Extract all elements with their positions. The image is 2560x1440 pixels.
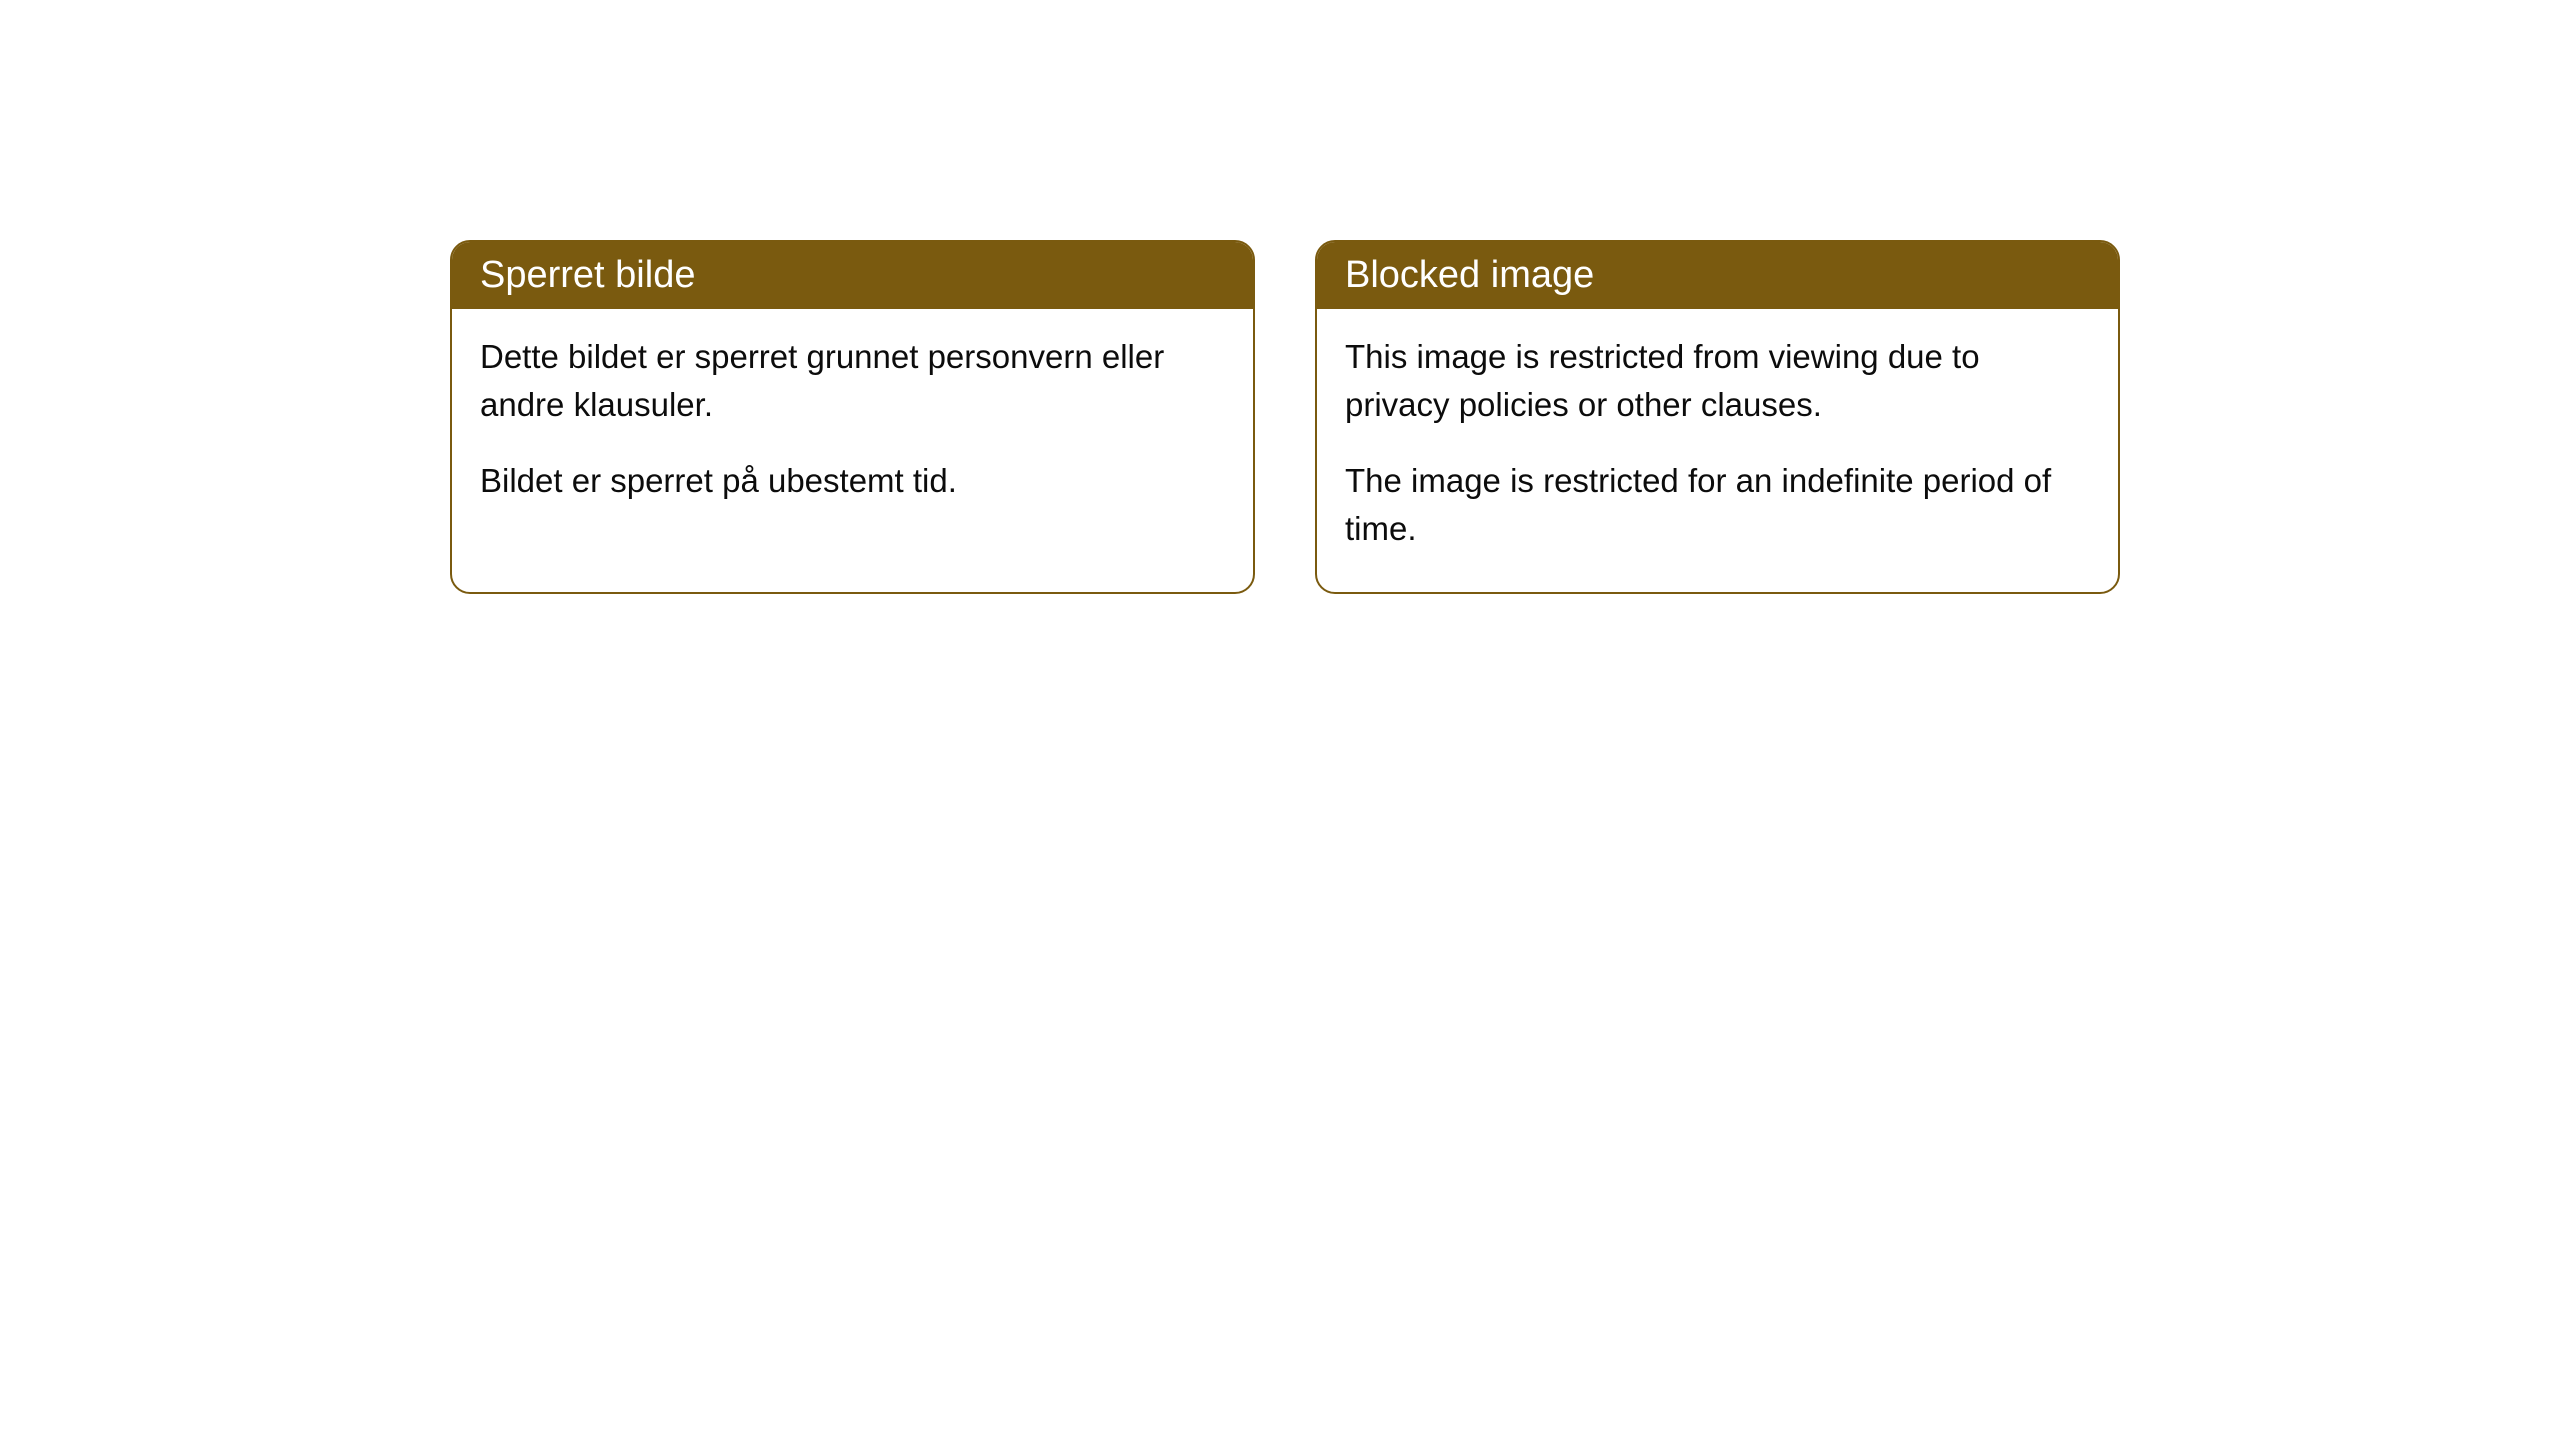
notice-card-norwegian: Sperret bilde Dette bildet er sperret gr… [450,240,1255,594]
card-body: This image is restricted from viewing du… [1317,309,2118,592]
card-paragraph: Bildet er sperret på ubestemt tid. [480,457,1225,505]
card-title: Sperret bilde [452,242,1253,309]
notice-cards-container: Sperret bilde Dette bildet er sperret gr… [450,240,2560,594]
card-title: Blocked image [1317,242,2118,309]
card-paragraph: Dette bildet er sperret grunnet personve… [480,333,1225,429]
notice-card-english: Blocked image This image is restricted f… [1315,240,2120,594]
card-paragraph: This image is restricted from viewing du… [1345,333,2090,429]
card-body: Dette bildet er sperret grunnet personve… [452,309,1253,545]
card-paragraph: The image is restricted for an indefinit… [1345,457,2090,553]
